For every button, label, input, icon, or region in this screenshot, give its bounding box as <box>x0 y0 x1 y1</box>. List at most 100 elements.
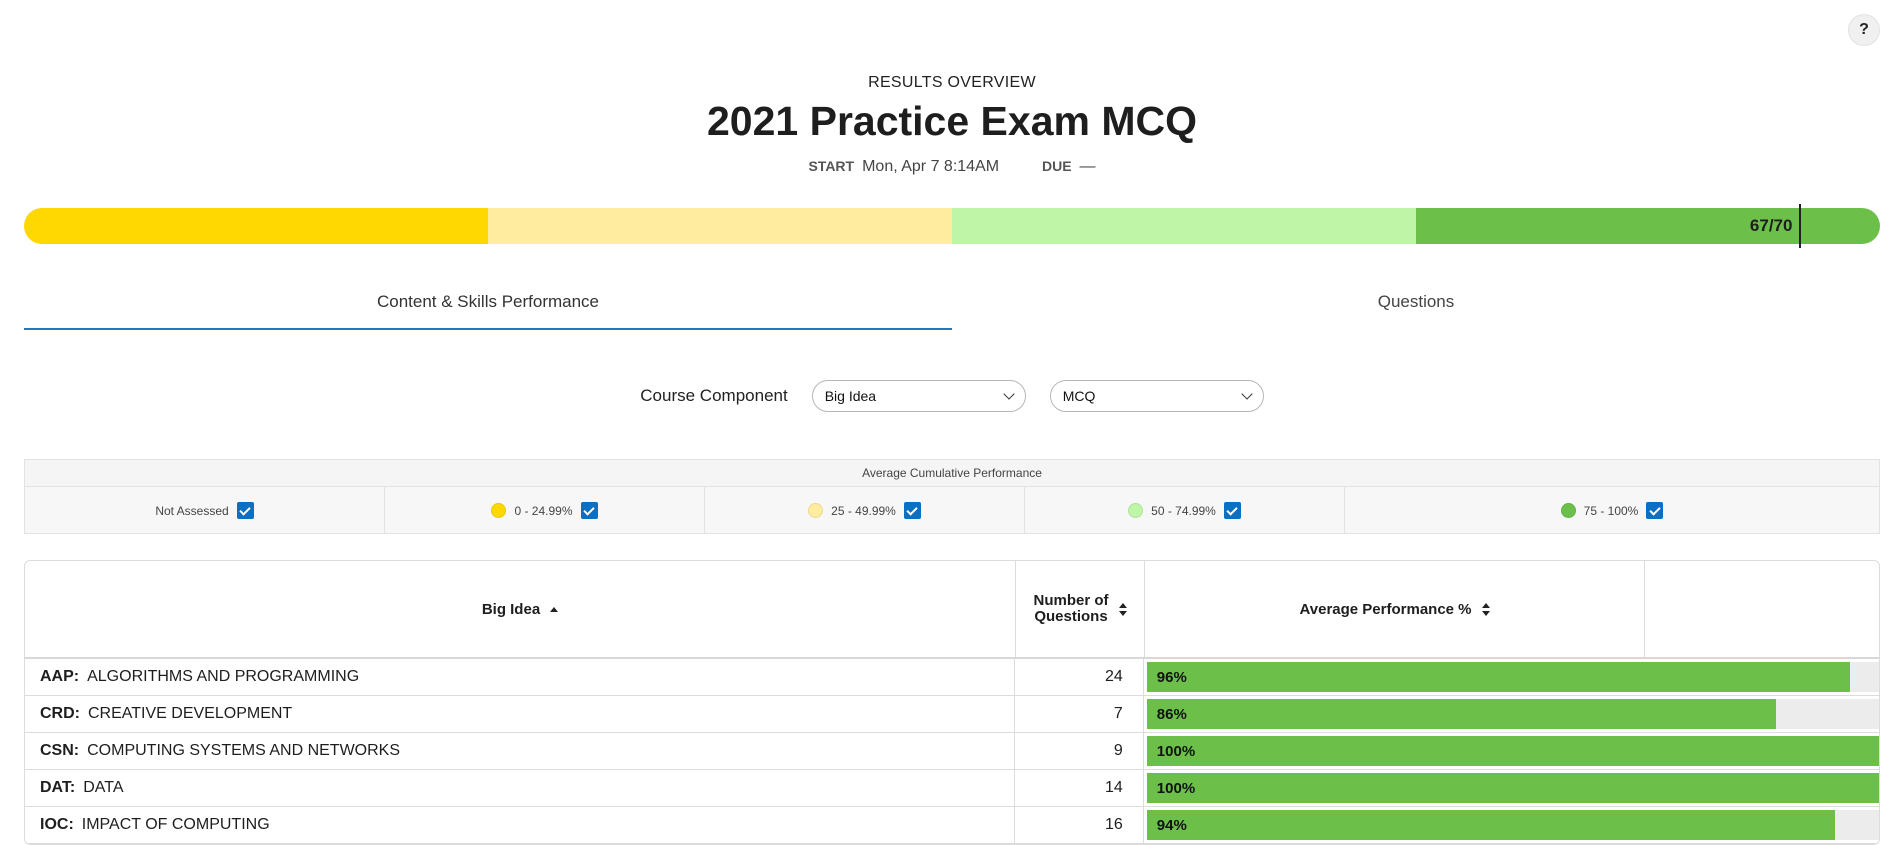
range-25-50-checkbox[interactable] <box>903 502 921 519</box>
tab-bar: Content & Skills Performance Questions <box>24 282 1880 330</box>
tab-content-skills-performance[interactable]: Content & Skills Performance <box>24 282 952 330</box>
performance-percent: 100% <box>1156 779 1196 797</box>
legend-item-not-assessed: Not Assessed <box>25 487 385 534</box>
table-row[interactable]: AAP: ALGORITHMS AND PROGRAMMING 24 96% <box>25 659 1879 696</box>
green-dot-icon <box>1560 503 1576 518</box>
big-idea-name: DATA <box>83 779 124 796</box>
question-count: 7 <box>1015 696 1144 732</box>
sort-icon <box>1119 602 1127 616</box>
big-idea-code: AAP: <box>40 668 80 685</box>
big-idea-name: ALGORITHMS AND PROGRAMMING <box>87 668 360 685</box>
legend-label: Not Assessed <box>155 503 229 518</box>
component-select-value: Big Idea <box>824 388 877 404</box>
performance-bar-fill <box>1146 699 1777 729</box>
performance-bar: 94% <box>1146 810 1879 840</box>
help-button[interactable]: ? <box>1848 14 1880 46</box>
big-idea-code: DAT: <box>40 779 76 796</box>
table-row[interactable]: CRD: CREATIVE DEVELOPMENT 7 86% <box>25 696 1879 733</box>
big-idea-name: CREATIVE DEVELOPMENT <box>88 705 293 722</box>
column-label: Number of Questions <box>1033 592 1109 625</box>
table-row[interactable]: IOC: IMPACT OF COMPUTING 16 94% <box>25 807 1879 844</box>
performance-cell: 100% <box>1144 733 1879 769</box>
tab-questions[interactable]: Questions <box>1377 292 1455 311</box>
sort-ascending-icon <box>550 606 559 612</box>
range-0-25-checkbox[interactable] <box>580 502 598 519</box>
performance-cell: 96% <box>1144 659 1879 695</box>
table-row[interactable]: DAT: DATA 14 100% <box>25 770 1879 807</box>
performance-percent: 86% <box>1156 705 1187 723</box>
performance-bar: 86% <box>1146 699 1879 729</box>
column-header-big-idea[interactable]: Big Idea <box>25 561 1016 657</box>
performance-bar-fill <box>1146 662 1850 692</box>
big-idea-name: IMPACT OF COMPUTING <box>81 816 270 833</box>
question-count: 16 <box>1015 807 1144 843</box>
performance-bar: 96% <box>1146 662 1879 692</box>
score-band-segment <box>1416 208 1880 244</box>
filters-bar: Course Component Big Idea MCQ <box>0 380 1900 412</box>
column-label: Big Idea <box>481 600 541 618</box>
big-idea-table: Big Idea Number of Questions Average Per… <box>24 560 1880 845</box>
score-bar <box>24 208 1880 244</box>
column-header-extra <box>1645 561 1879 657</box>
light-yellow-dot-icon <box>808 503 824 518</box>
score-band-segment <box>24 208 488 244</box>
due-label: DUE <box>1041 158 1072 174</box>
not-assessed-checkbox[interactable] <box>236 502 254 519</box>
score-band-segment <box>488 208 952 244</box>
performance-legend: Average Cumulative Performance Not Asses… <box>24 459 1880 534</box>
score-text: 67/70 <box>1749 216 1793 235</box>
performance-bar: 100% <box>1146 773 1879 803</box>
start-value: Mon, Apr 7 8:14AM <box>862 158 1000 175</box>
legend-label: 0 - 24.99% <box>514 503 573 518</box>
range-50-75-checkbox[interactable] <box>1223 502 1241 519</box>
component-select[interactable]: Big Idea <box>811 380 1026 412</box>
big-idea-cell: IOC: IMPACT OF COMPUTING <box>25 807 1015 843</box>
column-label: Average Performance % <box>1299 600 1472 618</box>
score-marker <box>1799 204 1802 248</box>
performance-cell: 100% <box>1144 770 1879 806</box>
legend-title: Average Cumulative Performance <box>25 460 1879 487</box>
yellow-dot-icon <box>491 503 507 518</box>
legend-label: 75 - 100% <box>1583 503 1639 518</box>
exam-dates: START Mon, Apr 7 8:14AM DUE — <box>0 158 1900 176</box>
legend-label: 50 - 74.99% <box>1151 503 1216 518</box>
sort-icon <box>1481 602 1490 616</box>
big-idea-code: IOC: <box>40 816 74 833</box>
legend-item-75-100: 75 - 100% <box>1345 487 1879 534</box>
chevron-down-icon <box>1003 388 1015 400</box>
performance-bar-fill <box>1146 810 1836 840</box>
light-green-dot-icon <box>1128 503 1144 518</box>
question-count: 14 <box>1015 770 1144 806</box>
performance-percent: 96% <box>1156 668 1187 686</box>
table-body: AAP: ALGORITHMS AND PROGRAMMING 24 96% CRD: C… <box>25 659 1879 844</box>
big-idea-code: CRD: <box>40 705 80 722</box>
big-idea-cell: DAT: DATA <box>25 770 1015 806</box>
performance-bar-fill <box>1146 773 1879 803</box>
big-idea-cell: CRD: CREATIVE DEVELOPMENT <box>25 696 1015 732</box>
due-value: — <box>1079 158 1096 175</box>
performance-bar-fill <box>1146 736 1879 766</box>
course-component-label: Course Component <box>640 386 788 405</box>
big-idea-name: COMPUTING SYSTEMS AND NETWORKS <box>87 742 401 759</box>
type-select[interactable]: MCQ <box>1049 380 1264 412</box>
start-label: START <box>808 158 855 174</box>
performance-percent: 94% <box>1156 816 1187 834</box>
big-idea-cell: CSN: COMPUTING SYSTEMS AND NETWORKS <box>25 733 1015 769</box>
page-title: 2021 Practice Exam MCQ <box>707 98 1197 144</box>
column-header-average-performance[interactable]: Average Performance % <box>1145 561 1645 657</box>
performance-bar: 100% <box>1146 736 1879 766</box>
legend-item-25-50: 25 - 49.99% <box>705 487 1025 534</box>
performance-cell: 86% <box>1144 696 1879 732</box>
range-75-100-checkbox[interactable] <box>1646 502 1664 519</box>
score-band-segment <box>952 208 1416 244</box>
chevron-down-icon <box>1241 388 1253 400</box>
performance-cell: 94% <box>1144 807 1879 843</box>
table-header: Big Idea Number of Questions Average Per… <box>25 561 1879 659</box>
performance-percent: 100% <box>1156 742 1196 760</box>
big-idea-cell: AAP: ALGORITHMS AND PROGRAMMING <box>25 659 1015 695</box>
table-row[interactable]: CSN: COMPUTING SYSTEMS AND NETWORKS 9 100% <box>25 733 1879 770</box>
question-count: 9 <box>1015 733 1144 769</box>
results-overview-label: RESULTS OVERVIEW <box>868 74 1036 91</box>
legend-label: 25 - 49.99% <box>831 503 896 518</box>
column-header-number-of-questions[interactable]: Number of Questions <box>1016 561 1145 657</box>
